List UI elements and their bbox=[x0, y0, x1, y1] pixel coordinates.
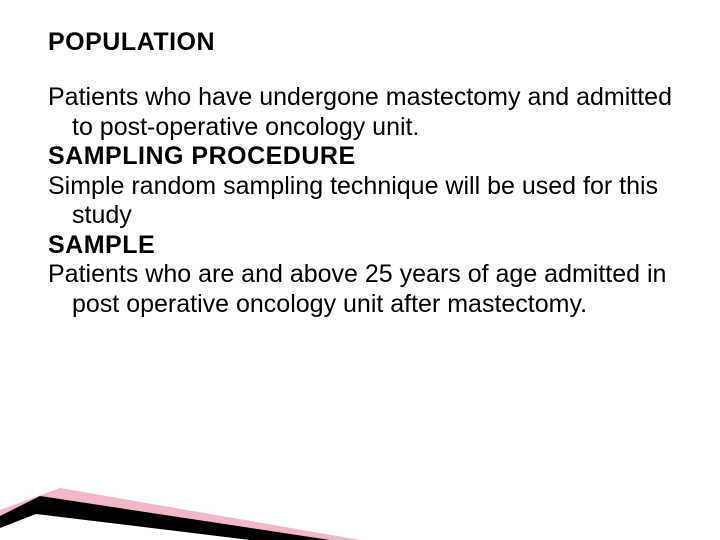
sampling-procedure-heading: SAMPLING PROCEDURE bbox=[48, 142, 672, 172]
slide: POPULATION Patients who have undergone m… bbox=[0, 0, 720, 540]
population-body: Patients who have undergone mastectomy a… bbox=[48, 83, 672, 142]
sample-heading: SAMPLE bbox=[48, 231, 672, 261]
corner-decoration bbox=[0, 470, 380, 540]
sampling-procedure-body: Simple random sampling technique will be… bbox=[48, 172, 672, 231]
corner-swoosh-icon bbox=[0, 470, 380, 540]
population-heading: POPULATION bbox=[48, 28, 672, 57]
body-block: Patients who have undergone mastectomy a… bbox=[48, 83, 672, 319]
sample-body: Patients who are and above 25 years of a… bbox=[48, 260, 672, 319]
